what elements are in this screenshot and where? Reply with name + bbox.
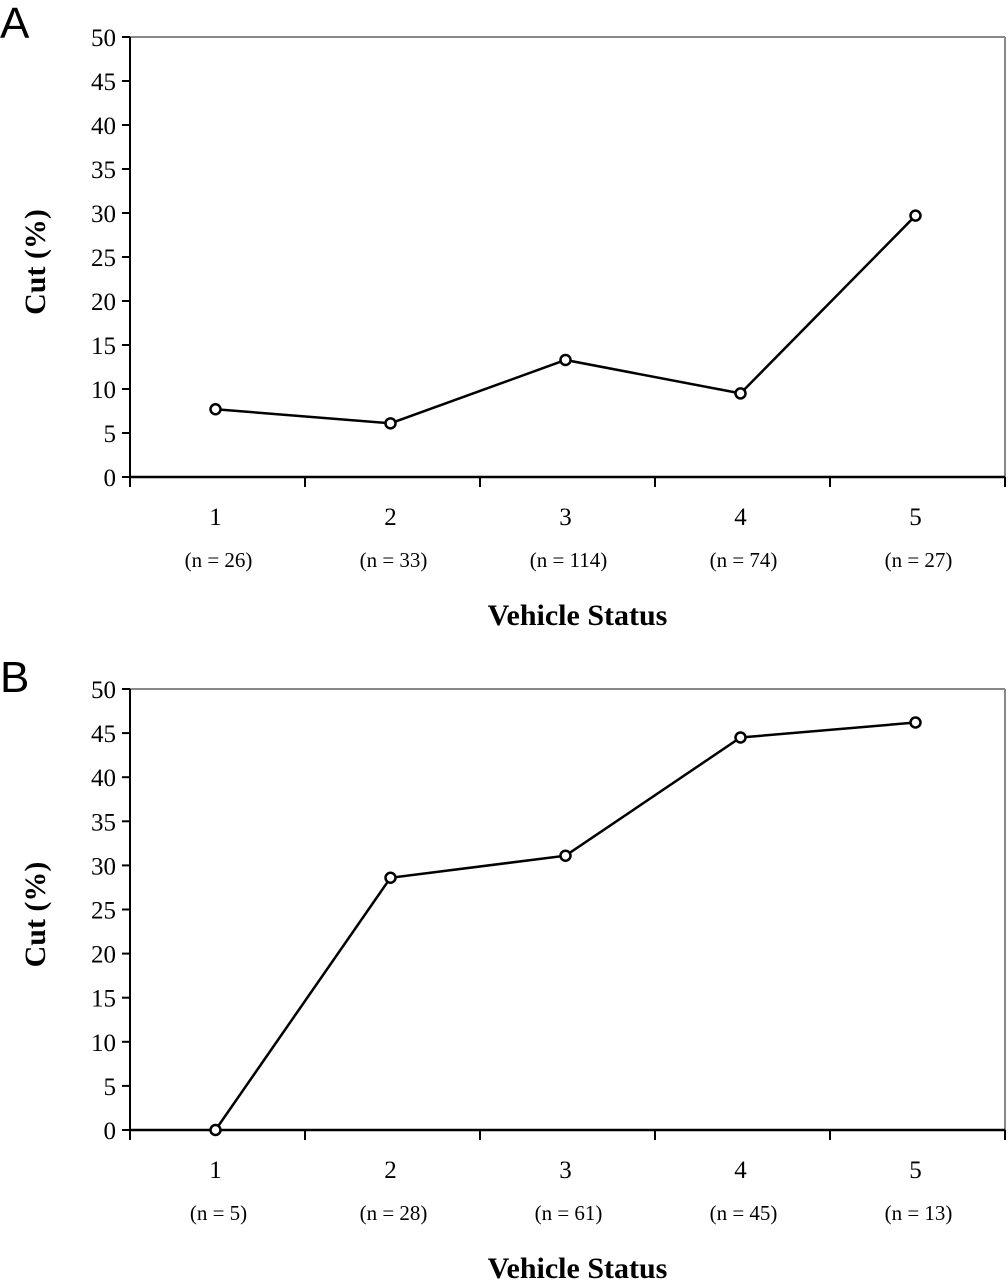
- y-tick-label: 10: [91, 377, 116, 404]
- y-tick-label: 35: [91, 157, 116, 184]
- x-tick-label: 1: [209, 1157, 222, 1184]
- x-tick-sublabel: (n = 28): [360, 1201, 428, 1225]
- data-point: [734, 731, 747, 744]
- panel-label-A: A: [0, 0, 30, 48]
- y-tick-label: 50: [91, 677, 116, 704]
- y-tick-label: 25: [91, 245, 116, 272]
- series-line: [215, 214, 917, 425]
- x-tick-label: 3: [559, 1157, 572, 1184]
- data-point: [209, 402, 222, 416]
- x-tick-label: 2: [384, 504, 397, 531]
- x-tick-label: 5: [909, 504, 922, 531]
- x-axis-label: Vehicle Status: [488, 599, 668, 632]
- y-tick-label: 35: [91, 809, 116, 836]
- data-point: [384, 417, 397, 430]
- y-tick-label: 15: [91, 333, 116, 360]
- y-tick-label: 5: [104, 1074, 117, 1101]
- y-tick-label: 45: [91, 69, 116, 96]
- x-tick-sublabel: (n = 27): [885, 548, 953, 572]
- data-point: [559, 353, 572, 367]
- y-tick-label: 45: [91, 721, 116, 748]
- x-tick-label: 3: [559, 504, 572, 531]
- y-tick-label: 30: [91, 853, 116, 880]
- x-tick-sublabel: (n = 45): [710, 1201, 778, 1225]
- x-axis-label: Vehicle Status: [488, 1252, 668, 1280]
- data-point: [909, 716, 922, 729]
- y-tick-label: 20: [91, 942, 116, 969]
- x-tick-sublabel: (n = 61): [535, 1201, 603, 1225]
- x-tick-label: 4: [734, 504, 747, 531]
- y-tick-label: 0: [104, 465, 117, 492]
- y-axis-label: Cut (%): [19, 209, 52, 315]
- series-line: [214, 721, 916, 1131]
- data-point: [734, 387, 747, 400]
- y-axis-label: Cut (%): [19, 862, 52, 968]
- x-tick-label: 2: [384, 1157, 397, 1184]
- x-tick-sublabel: (n = 26): [185, 548, 253, 572]
- y-tick-label: 10: [91, 1030, 116, 1057]
- y-tick-label: 50: [91, 25, 116, 52]
- x-tick-sublabel: (n = 74): [710, 548, 778, 572]
- y-tick-label: 5: [104, 421, 117, 448]
- x-tick-label: 5: [909, 1157, 922, 1184]
- x-tick-sublabel: (n = 33): [360, 548, 428, 572]
- x-tick-sublabel: (n = 114): [530, 548, 608, 572]
- data-point: [909, 209, 922, 222]
- y-tick-label: 20: [91, 289, 116, 316]
- y-tick-label: 25: [91, 898, 116, 925]
- x-tick-sublabel: (n = 13): [885, 1201, 953, 1225]
- data-point: [559, 849, 572, 862]
- data-point: [209, 1123, 222, 1137]
- x-tick-label: 1: [209, 504, 222, 531]
- y-tick-label: 40: [91, 765, 116, 792]
- y-tick-label: 0: [104, 1118, 117, 1145]
- y-tick-label: 15: [91, 986, 116, 1013]
- y-tick-label: 40: [91, 113, 116, 140]
- y-tick-label: 30: [91, 201, 116, 228]
- x-tick-label: 4: [734, 1157, 747, 1184]
- panel-label-B: B: [0, 653, 29, 702]
- x-tick-sublabel: (n = 5): [190, 1201, 247, 1225]
- data-point: [384, 871, 397, 884]
